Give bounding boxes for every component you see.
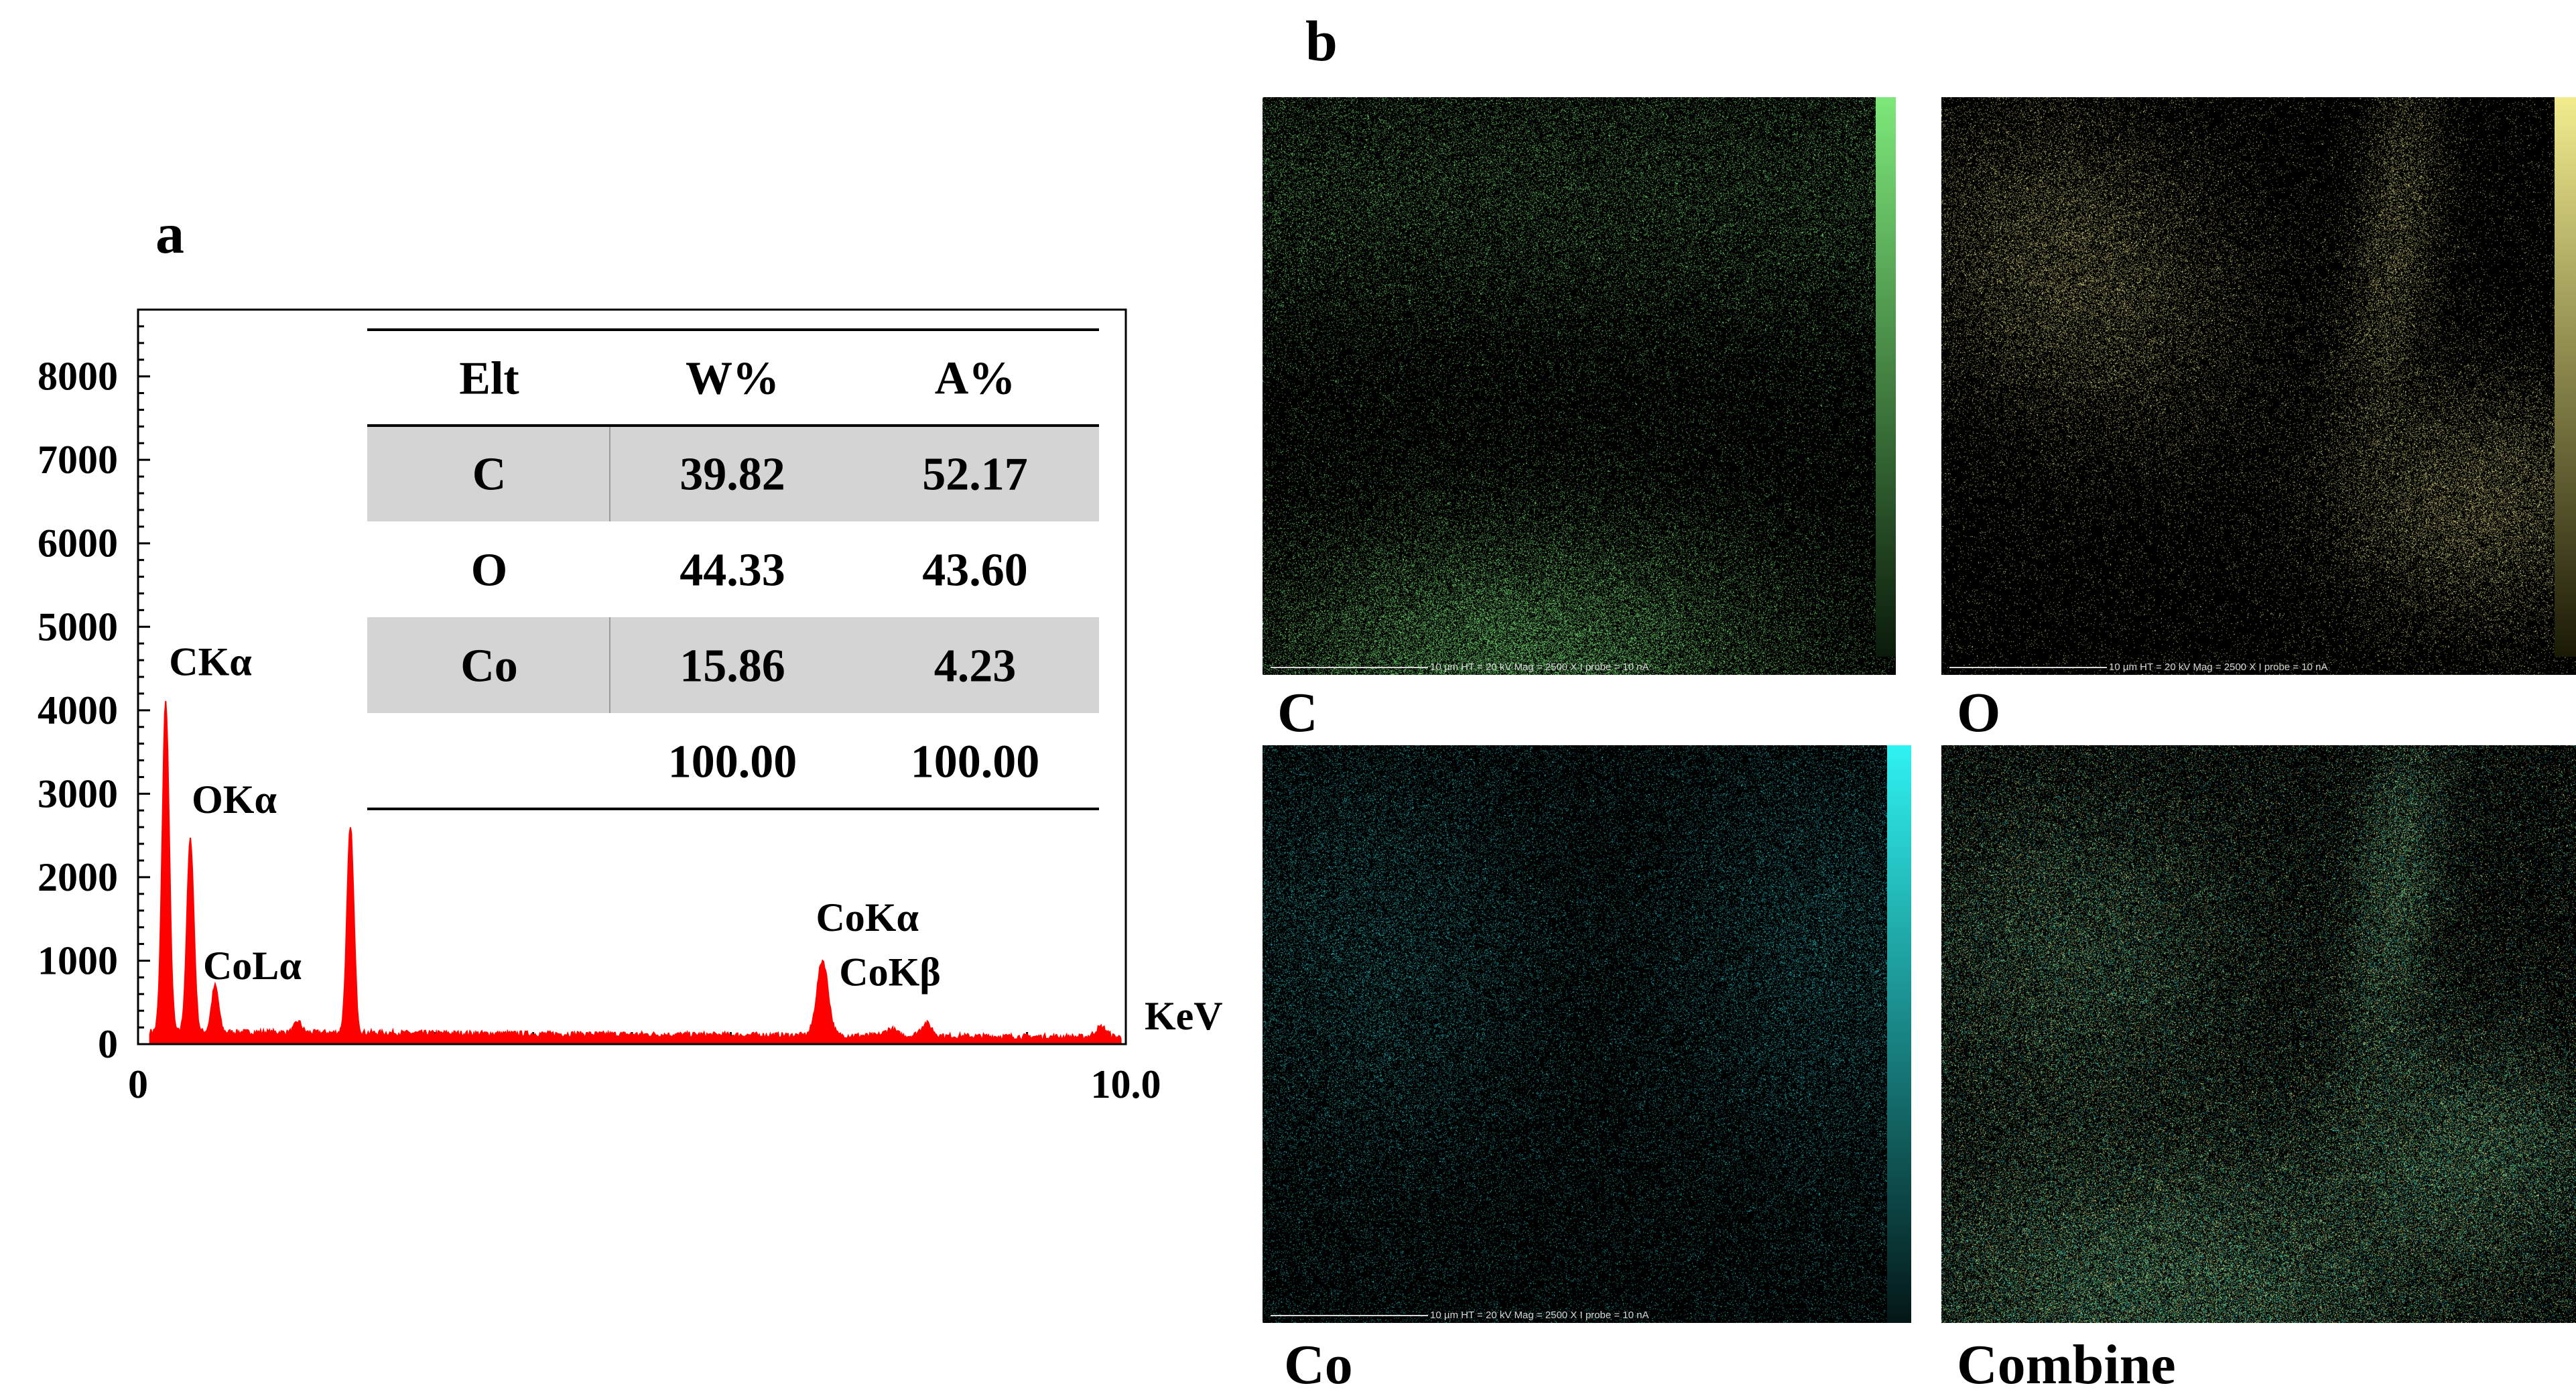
x-axis-label: KeV xyxy=(1145,994,1223,1038)
oxygen-map-caption: O xyxy=(1957,682,2001,744)
scale-bar-text: 10 µm HT = 20 kV Mag = 2500 X I probe = … xyxy=(2109,661,2328,673)
y-tick-label: 1000 xyxy=(38,938,118,982)
scale-bar xyxy=(1271,667,1428,668)
table-cell: 100.00 xyxy=(911,737,1040,788)
combined-map xyxy=(1941,745,2576,1323)
table-cell: 100.00 xyxy=(668,737,797,788)
y-tick-label: 5000 xyxy=(38,604,118,649)
carbon-map-caption: C xyxy=(1277,682,1318,744)
y-tick-label: 4000 xyxy=(38,688,118,733)
scale-bar xyxy=(1949,667,2107,668)
y-tick-label: 0 xyxy=(98,1022,118,1066)
peak-label: CKα xyxy=(169,639,252,684)
carbon-map: 10 µm HT = 20 kV Mag = 2500 X I probe = … xyxy=(1263,97,1896,675)
spectrum-series xyxy=(149,700,1122,1045)
panel-a-label: a xyxy=(155,201,184,265)
composition-table: Elt W% A% C 39.82 52.17 O 44.33 43.60 Co 15.86 4.23… xyxy=(459,353,1039,788)
peak-label: CoLα xyxy=(203,944,302,988)
table-cell: 4.23 xyxy=(934,641,1017,692)
table-header-cell: A% xyxy=(935,353,1016,405)
table-bands xyxy=(367,426,1099,713)
y-tick-label: 7000 xyxy=(38,438,118,482)
table-cell: C xyxy=(472,449,507,501)
table-cell: 39.82 xyxy=(680,449,785,501)
table-header-cell: Elt xyxy=(459,353,519,405)
carbon-map-image xyxy=(1263,97,1896,675)
peak-label: OKα xyxy=(192,777,277,822)
cobalt-map: 10 µm HT = 20 kV Mag = 2500 X I probe = … xyxy=(1263,745,1911,1323)
y-tick-label: 3000 xyxy=(38,771,118,816)
x-tick-label: 10.0 xyxy=(1091,1062,1161,1106)
y-tick-label: 6000 xyxy=(38,521,118,566)
panel-b-label: b xyxy=(1305,9,1338,73)
table-cell: 43.60 xyxy=(922,545,1028,596)
table-cell: Co xyxy=(460,641,518,692)
x-tick-label: 0 xyxy=(128,1062,148,1106)
cobalt-colorbar xyxy=(1887,745,1911,1323)
cobalt-map-image xyxy=(1263,745,1911,1323)
scale-bar xyxy=(1271,1315,1428,1316)
oxygen-colorbar xyxy=(2555,97,2576,657)
table-header-cell: W% xyxy=(686,353,779,405)
peak-label: CoKβ xyxy=(839,950,941,995)
table-cell: 15.86 xyxy=(680,641,785,692)
table-row-band xyxy=(367,426,1099,521)
peak-labels: CKα OKα CoLα CoKα CoKβ xyxy=(169,639,941,994)
x-tick-labels: 0 10.0 xyxy=(128,1062,1161,1106)
oxygen-map-image xyxy=(1941,97,2576,675)
table-row-band xyxy=(367,617,1099,713)
table-cell: O xyxy=(471,545,507,596)
scale-bar-text: 10 µm HT = 20 kV Mag = 2500 X I probe = … xyxy=(1430,661,1649,673)
combined-map-image xyxy=(1941,745,2576,1323)
y-tick-labels: 0 1000 2000 3000 4000 5000 6000 7000 8000 xyxy=(38,355,118,1066)
peak-label: CoKα xyxy=(816,895,919,940)
y-tick-label: 2000 xyxy=(38,855,118,899)
plot-frame xyxy=(137,308,1127,1045)
scale-bar-text: 10 µm HT = 20 kV Mag = 2500 X I probe = … xyxy=(1430,1310,1649,1321)
y-tick-label: 8000 xyxy=(38,355,118,399)
cobalt-map-caption: Co xyxy=(1284,1334,1353,1396)
combined-map-caption: Combine xyxy=(1957,1334,2176,1396)
table-cell: 44.33 xyxy=(680,545,785,596)
carbon-colorbar xyxy=(1876,97,1896,657)
oxygen-map: 10 µm HT = 20 kV Mag = 2500 X I probe = … xyxy=(1941,97,2576,675)
table-cell: 52.17 xyxy=(922,449,1028,501)
table-rules xyxy=(367,328,1099,810)
